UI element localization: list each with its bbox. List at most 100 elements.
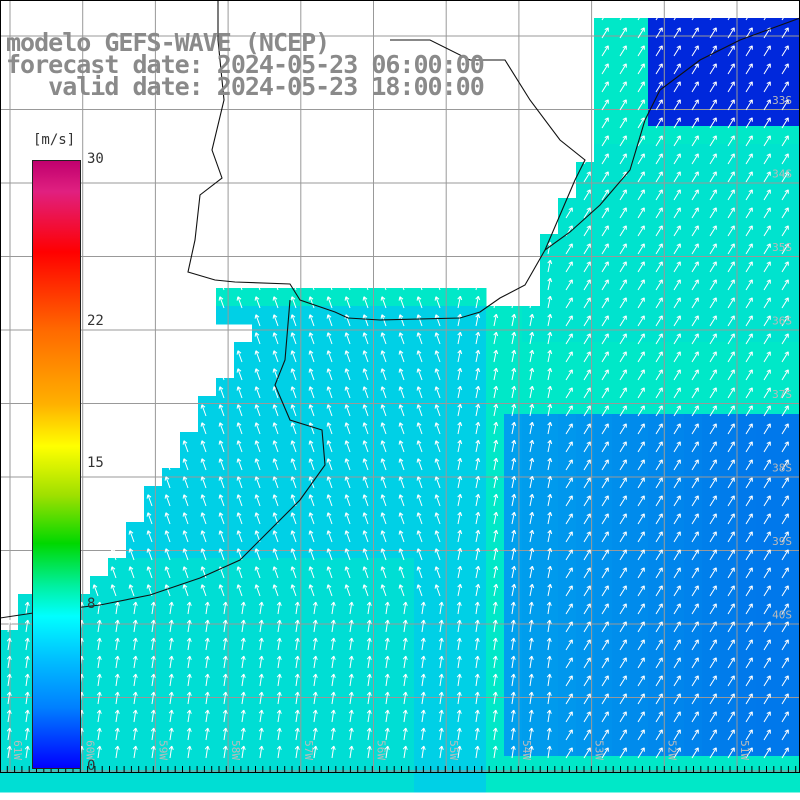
ocean-cell (576, 162, 595, 181)
wind-arrow (236, 458, 243, 471)
wind-arrow (438, 673, 444, 687)
wind-arrow (416, 350, 423, 363)
wind-arrow (673, 171, 681, 183)
ocean-cell (648, 18, 667, 37)
wind-arrow (655, 351, 663, 363)
wind-arrow (727, 135, 735, 147)
wind-arrow (362, 584, 369, 597)
wind-arrow (547, 295, 553, 309)
wind-arrow (619, 207, 627, 219)
ocean-cell (594, 648, 613, 667)
ocean-cell (738, 504, 757, 523)
wind-arrow (619, 477, 627, 489)
wind-arrow (565, 621, 573, 633)
wind-arrow (344, 512, 351, 525)
wind-arrow (402, 655, 408, 669)
wind-arrow (745, 693, 753, 705)
colorbar-tick-label: 30 (87, 151, 104, 167)
wind-arrow (475, 457, 481, 471)
wind-arrow (673, 99, 681, 111)
wind-arrow (290, 422, 297, 435)
ocean-cell (756, 630, 775, 649)
wind-arrow (6, 727, 12, 741)
wind-arrow (745, 747, 753, 759)
ocean-cell (756, 54, 775, 73)
ocean-cell (792, 108, 800, 127)
wind-arrow (186, 601, 192, 615)
wind-arrow (186, 637, 192, 651)
wind-arrow (6, 673, 12, 687)
ocean-cell (198, 504, 217, 523)
ocean-cell (108, 576, 127, 595)
wind-arrow (619, 333, 627, 345)
wind-arrow (709, 225, 717, 237)
ocean-cell (666, 180, 685, 199)
wind-arrow (637, 63, 645, 75)
wind-arrow (691, 675, 699, 687)
wind-arrow (312, 745, 318, 759)
latitude-label: 38S (772, 462, 792, 475)
wind-arrow (546, 691, 552, 705)
ocean-cell (720, 144, 739, 163)
ocean-cell (648, 774, 667, 793)
wind-arrow (673, 639, 681, 651)
wind-arrow (601, 657, 609, 669)
wind-arrow (362, 332, 369, 345)
ocean-cell (774, 558, 793, 577)
wind-arrow (673, 441, 681, 453)
wind-arrow (380, 494, 387, 507)
wind-arrow (691, 387, 699, 399)
ocean-cell (648, 72, 667, 91)
ocean-cell (630, 414, 649, 433)
wind-arrow (691, 603, 699, 615)
wind-arrow (272, 350, 279, 363)
ocean-cell (630, 702, 649, 721)
ocean-cell (576, 558, 595, 577)
ocean-cell (288, 450, 307, 469)
ocean-cell (612, 324, 631, 343)
ocean-cell (558, 522, 577, 541)
wind-arrow (182, 584, 189, 597)
ocean-cell (612, 666, 631, 685)
wind-arrow (434, 350, 441, 363)
wind-arrow (637, 675, 645, 687)
ocean-cell (648, 90, 667, 109)
wind-arrow (709, 747, 717, 759)
wind-arrow (709, 549, 717, 561)
ocean-cell (126, 774, 145, 793)
wind-arrow (475, 565, 481, 579)
wind-arrow (637, 27, 645, 39)
ocean-cell (72, 774, 91, 793)
ocean-cell (738, 522, 757, 541)
ocean-cell (414, 774, 433, 793)
ocean-cell (738, 702, 757, 721)
wind-arrow (745, 99, 753, 111)
wind-arrow (96, 673, 102, 687)
ocean-cell (558, 306, 577, 325)
ocean-cell (252, 342, 271, 361)
ocean-cell (720, 540, 739, 559)
ocean-cell (702, 666, 721, 685)
wind-arrow (691, 747, 699, 759)
ocean-cell (648, 450, 667, 469)
ocean-cell (720, 396, 739, 415)
wind-arrow (781, 225, 789, 237)
ocean-cell (792, 360, 800, 379)
ocean-cell (756, 324, 775, 343)
ocean-cell (234, 774, 253, 793)
ocean-cell (180, 576, 199, 595)
wind-arrow (290, 440, 297, 453)
ocean-cell (612, 270, 631, 289)
ocean-cell (630, 666, 649, 685)
wind-arrow (236, 584, 243, 597)
wind-arrow (763, 567, 771, 579)
ocean-cell (162, 774, 181, 793)
wind-arrow (727, 675, 735, 687)
wind-arrow (236, 368, 243, 381)
ocean-cell (756, 720, 775, 739)
wind-arrow (114, 619, 120, 633)
ocean-cell (702, 54, 721, 73)
ocean-cell (18, 774, 37, 793)
ocean-cell (558, 450, 577, 469)
